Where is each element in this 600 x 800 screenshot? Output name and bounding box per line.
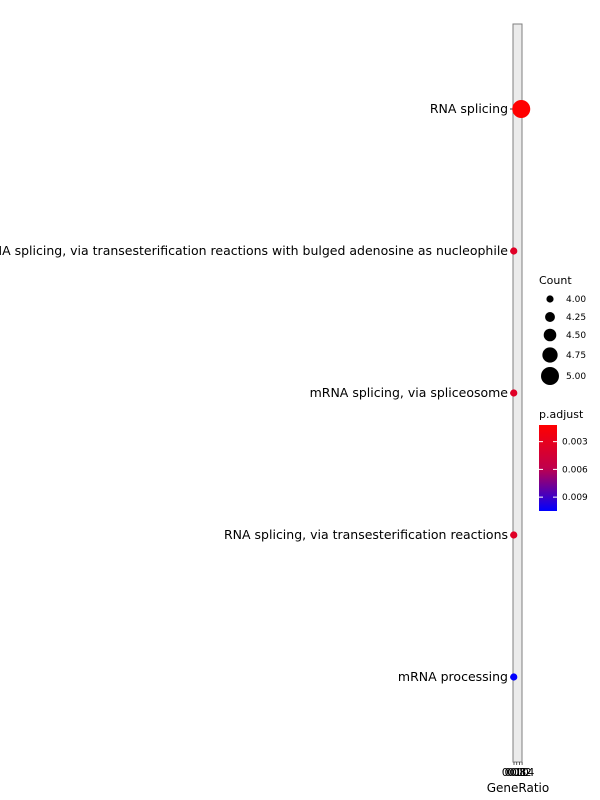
size-legend-label: 4.50 <box>566 331 586 341</box>
term-label: RNA splicing, via transesterification re… <box>224 527 508 542</box>
data-point <box>510 673 518 681</box>
color-legend-label: 0.006 <box>562 465 588 475</box>
term-label: mRNA processing <box>398 669 508 684</box>
term-label: RNA splicing <box>430 101 508 116</box>
size-legend-key <box>546 295 554 303</box>
data-point <box>510 389 518 397</box>
term-label: RNA splicing, via transesterification re… <box>0 243 508 258</box>
size-legend-label: 5.00 <box>566 372 586 382</box>
size-legend-label: 4.00 <box>566 295 586 305</box>
data-point <box>510 531 518 539</box>
color-legend-label: 0.009 <box>562 493 588 503</box>
size-legend-key <box>541 367 559 385</box>
p-adjust-colorbar <box>539 425 557 511</box>
x-tick-label: 0.12 <box>507 766 532 779</box>
x-tick-label: 0.08 <box>502 766 527 779</box>
color-legend-title: p.adjust <box>539 408 584 421</box>
x-tick-label: 0.14 <box>510 766 535 779</box>
size-legend-label: 4.25 <box>566 313 586 323</box>
color-legend-label: 0.003 <box>562 438 588 448</box>
size-legend-title: Count <box>539 274 572 287</box>
size-legend-key <box>543 328 557 342</box>
x-axis-title: GeneRatio <box>487 781 549 795</box>
size-legend-label: 4.75 <box>566 351 586 361</box>
data-point <box>510 247 518 255</box>
size-legend-key <box>545 312 555 322</box>
x-tick-label: 0.10 <box>504 766 529 779</box>
term-label: mRNA splicing, via spliceosome <box>310 385 509 400</box>
data-point <box>512 100 531 118</box>
size-legend-key <box>542 347 558 363</box>
